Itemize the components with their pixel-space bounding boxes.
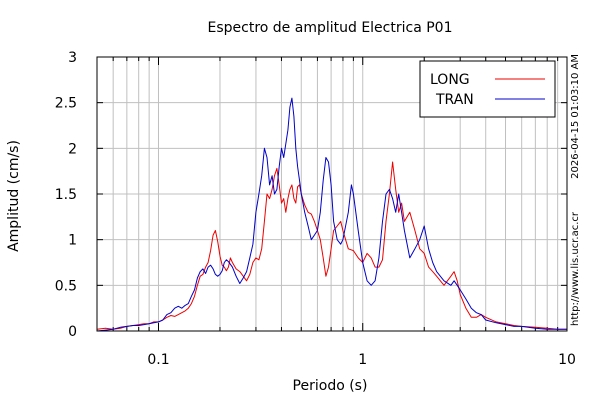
- legend-label-tran: TRAN: [435, 92, 474, 108]
- y-axis-label: Amplitud (cm/s): [6, 140, 22, 252]
- x-axis-ticks: 0.1 1 10: [96, 57, 576, 368]
- series-lines: [96, 97, 567, 332]
- timestamp-label: 2026-04-15 01:03:10 AM: [570, 54, 581, 179]
- y-tick-label: 2.5: [55, 96, 77, 112]
- series-line-long: [96, 161, 567, 330]
- legend-label-long: LONG: [430, 72, 470, 88]
- chart-title: Espectro de amplitud Electrica P01: [208, 20, 453, 36]
- y-tick-label: 0.5: [55, 278, 77, 294]
- plot-frame: [96, 56, 568, 332]
- y-axis-ticks: 0 0.5 1 1.5 2 2.5 3: [55, 50, 567, 340]
- y-tick-label: 2: [68, 141, 77, 157]
- y-tick-label: 0: [68, 324, 77, 340]
- source-url-label: http://www.lis.ucr.ac.cr: [570, 211, 581, 326]
- y-tick-label: 3: [68, 50, 77, 66]
- x-tick-label: 1: [358, 352, 367, 368]
- y-tick-label: 1: [68, 233, 77, 249]
- legend: LONG TRAN: [419, 60, 556, 118]
- x-tick-label: 0.1: [147, 352, 169, 368]
- x-axis-label: Periodo (s): [293, 378, 368, 394]
- x-tick-label: 10: [558, 352, 576, 368]
- y-tick-label: 1.5: [55, 187, 77, 203]
- series-line-tran: [96, 97, 567, 332]
- legend-box: [419, 60, 556, 118]
